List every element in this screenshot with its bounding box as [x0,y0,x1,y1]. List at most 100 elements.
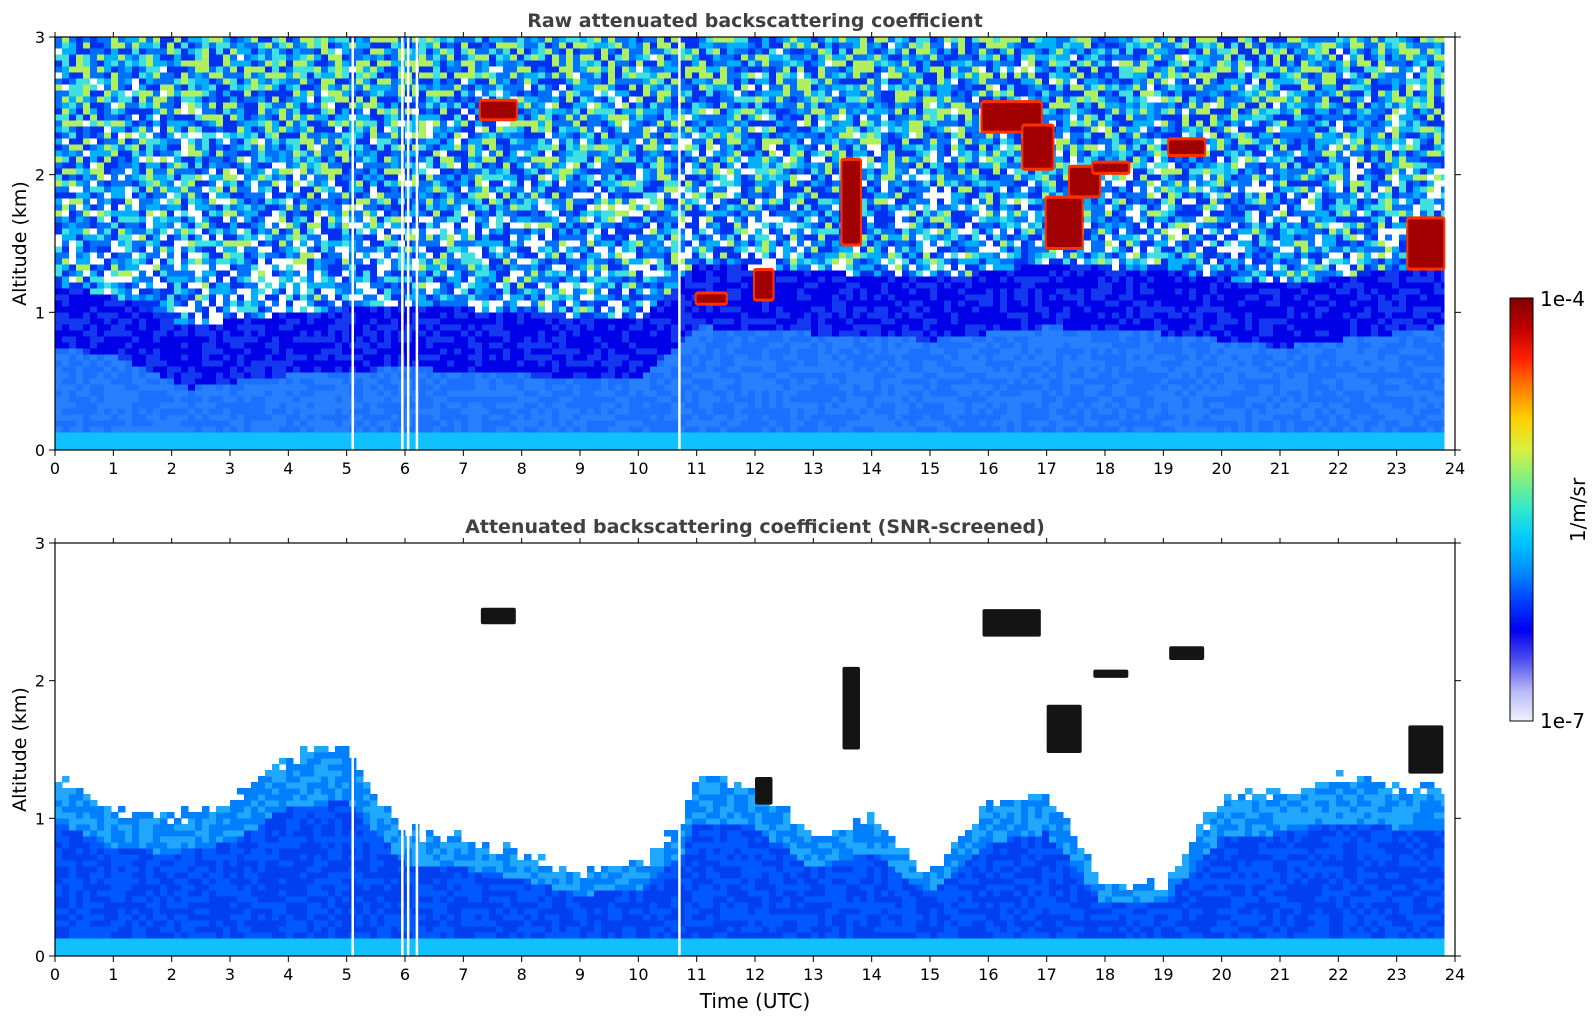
screened-x-tick-label: 22 [1328,965,1348,984]
screened-x-tick-label: 7 [458,965,468,984]
raw-x-tick-label: 19 [1153,459,1173,478]
raw-x-tick-label: 8 [517,459,527,478]
raw-x-tick-label: 23 [1386,459,1406,478]
screened-x-tick-label: 10 [628,965,648,984]
screened-x-tick-label: 3 [225,965,235,984]
screened-cloud-layer [1093,669,1129,678]
raw-x-tick-label: 16 [978,459,998,478]
screened-cloud-layer [1169,646,1205,661]
screened-y-tick-label: 1 [35,809,45,828]
panel-raw-heatmap [55,37,1455,450]
panel-screened: Attenuated backscattering coefficient (S… [9,516,1465,1013]
raw-x-tick-label: 1 [108,459,118,478]
panel-screened-xlabel: Time (UTC) [699,989,811,1013]
colorbar-max-label: 1e-4 [1540,287,1585,311]
screened-x-tick-label: 12 [745,965,765,984]
screened-end-blank [1444,543,1455,956]
raw-x-tick-label: 6 [400,459,410,478]
raw-y-tick-label: 2 [35,166,45,185]
screened-data-gap [351,543,354,956]
panel-raw-ylabel: Altitude (km) [9,181,31,306]
raw-x-tick-label: 9 [575,459,585,478]
screened-cloud-layer [755,777,773,805]
raw-x-tick-label: 5 [342,459,352,478]
screened-x-tick-label: 6 [400,965,410,984]
colorbar: 1e-4 1e-7 1/m/sr [1509,287,1590,733]
screened-cloud-layer [842,666,860,750]
raw-y-tick-label: 1 [35,303,45,322]
screened-x-tick-label: 18 [1095,965,1115,984]
raw-x-tick-label: 10 [628,459,648,478]
colorbar-min-label: 1e-7 [1540,709,1585,733]
screened-data-gap [678,543,681,956]
raw-x-tick-label: 17 [1036,459,1056,478]
panel-screened-axes: 0 1 2 3 4 5 6 7 8 9 10 11 12 13 14 15 16 17 18 19 20 21 22 23 24… [35,534,1465,984]
raw-cloud-layer [753,268,775,302]
screened-x-tick-label: 11 [686,965,706,984]
screened-y-tick-label: 0 [35,947,45,966]
raw-x-tick-label: 11 [686,459,706,478]
raw-cloud-layer [1167,137,1207,158]
screened-x-tick-label: 24 [1445,965,1465,984]
raw-cloud-layer [1021,123,1055,171]
panel-screened-ylabel: Altitude (km) [9,687,31,812]
screened-x-tick-label: 5 [342,965,352,984]
screened-x-tick-label: 1 [108,965,118,984]
raw-x-tick-label: 21 [1270,459,1290,478]
raw-x-tick-label: 0 [50,459,60,478]
raw-cloud-layer [1044,195,1084,250]
screened-cloud-layer [1046,704,1082,753]
raw-cloud-layer [694,291,728,306]
raw-signal-field [55,37,1449,450]
raw-data-gap [415,37,419,450]
screened-x-tick-label: 21 [1270,965,1290,984]
screened-x-tick-label: 4 [283,965,293,984]
raw-cloud-layer [840,157,862,247]
screened-x-tick-label: 13 [803,965,823,984]
raw-cloud-layer [478,98,518,122]
raw-data-gap [351,37,354,450]
screened-x-tick-label: 2 [167,965,177,984]
screened-cloud-layer [982,609,1041,637]
screened-data-gap [415,543,419,956]
raw-x-tick-label: 2 [167,459,177,478]
screened-x-tick-label: 17 [1036,965,1056,984]
screened-x-tick-label: 23 [1386,965,1406,984]
raw-x-tick-label: 15 [920,459,940,478]
screened-x-tick-label: 14 [861,965,881,984]
raw-end-blank [1444,37,1455,450]
screened-x-tick-label: 16 [978,965,998,984]
screened-data-gap [406,543,410,956]
raw-x-tick-label: 14 [861,459,881,478]
raw-x-tick-label: 7 [458,459,468,478]
screened-cloud-layer [1408,725,1444,774]
colorbar-ramp [1509,297,1534,722]
raw-x-tick-label: 3 [225,459,235,478]
raw-y-tick-label: 3 [35,28,45,47]
colorbar-unit-label: 1/m/sr [1566,477,1590,542]
screened-y-tick-label: 3 [35,534,45,553]
screened-x-tick-label: 15 [920,965,940,984]
raw-x-tick-label: 24 [1445,459,1465,478]
screened-x-tick-label: 9 [575,965,585,984]
panel-raw-axes: 0 1 2 3 4 5 6 7 8 9 10 11 12 13 14 15 16 17 18 19 20 21 22 23 24… [35,28,1465,478]
screened-cloud-layer [480,607,516,625]
raw-x-tick-label: 22 [1328,459,1348,478]
screened-x-tick-label: 20 [1211,965,1231,984]
panel-raw: Raw attenuated backscattering coefficien… [9,10,1465,478]
raw-x-tick-label: 4 [283,459,293,478]
raw-data-gap [678,37,681,450]
panel-screened-heatmap [55,543,1455,956]
screened-x-tick-label: 0 [50,965,60,984]
screened-x-tick-label: 19 [1153,965,1173,984]
raw-x-tick-label: 20 [1211,459,1231,478]
panel-raw-title: Raw attenuated backscattering coefficien… [527,10,983,32]
screened-data-gap [401,543,404,956]
screened-x-tick-label: 8 [517,965,527,984]
raw-x-tick-label: 12 [745,459,765,478]
raw-data-gap [406,37,410,450]
screened-y-tick-label: 2 [35,672,45,691]
raw-x-tick-label: 13 [803,459,823,478]
raw-cloud-layer [1406,216,1446,271]
